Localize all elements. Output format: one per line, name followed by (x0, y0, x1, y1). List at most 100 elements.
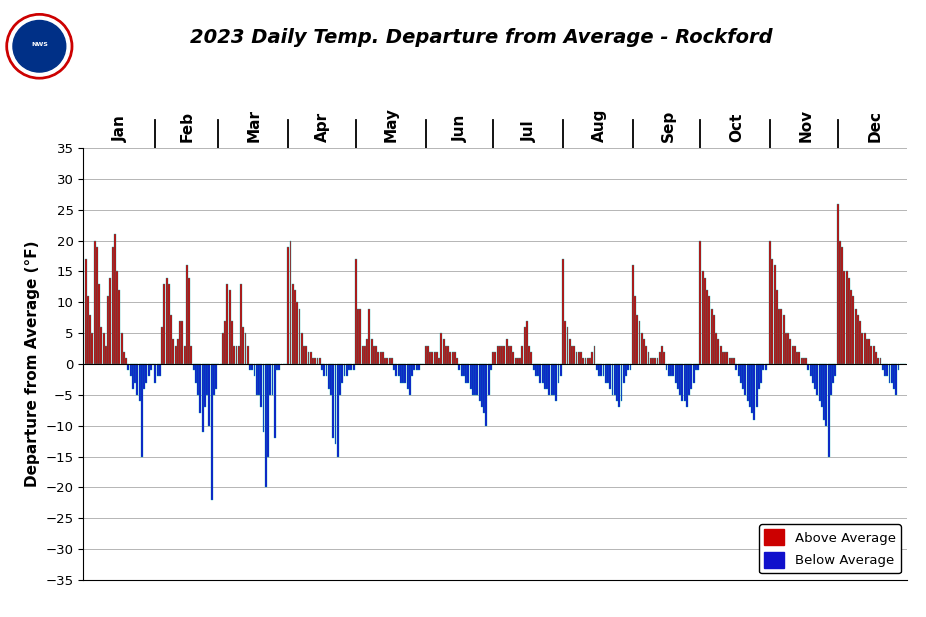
Bar (598, 364, 600, 376)
Bar (551, 364, 553, 395)
Bar (645, 346, 647, 364)
Bar (679, 364, 681, 395)
Bar (839, 241, 841, 364)
Bar (519, 358, 521, 364)
Bar (623, 364, 625, 383)
Bar (454, 352, 456, 364)
Bar (296, 302, 298, 364)
Bar (402, 364, 404, 383)
Bar (864, 333, 866, 364)
Text: Aug: Aug (592, 109, 607, 142)
Bar (848, 278, 850, 364)
Bar (208, 364, 210, 426)
Bar (897, 364, 899, 370)
Bar (307, 352, 309, 364)
Bar (474, 364, 476, 395)
Bar (355, 259, 357, 364)
Bar (193, 364, 194, 370)
Bar (103, 333, 105, 364)
Bar (655, 358, 657, 364)
Bar (866, 339, 868, 364)
Bar (837, 204, 839, 364)
Bar (691, 364, 693, 389)
Bar (344, 364, 345, 376)
Bar (636, 315, 638, 364)
Bar (235, 346, 237, 364)
Bar (792, 346, 794, 364)
Bar (215, 364, 218, 389)
Bar (861, 333, 863, 364)
Bar (463, 364, 465, 376)
Bar (112, 247, 114, 364)
Bar (708, 296, 710, 364)
Bar (880, 358, 882, 364)
Bar (891, 364, 893, 383)
Bar (321, 364, 323, 370)
Bar (485, 364, 487, 426)
Bar (677, 364, 679, 389)
Bar (188, 278, 190, 364)
Bar (317, 358, 319, 364)
Bar (244, 333, 246, 364)
Bar (757, 364, 760, 389)
Bar (785, 333, 787, 364)
Bar (821, 364, 823, 407)
Bar (479, 364, 481, 401)
Bar (438, 358, 440, 364)
Bar (342, 364, 344, 383)
Bar (449, 352, 451, 364)
Bar (199, 364, 201, 413)
Y-axis label: Departure from Average (°F): Departure from Average (°F) (25, 241, 40, 487)
Bar (592, 352, 594, 364)
Bar (483, 364, 485, 413)
Bar (227, 284, 229, 364)
Bar (271, 364, 273, 395)
Bar (508, 346, 510, 364)
Bar (290, 241, 292, 364)
Bar (337, 364, 339, 457)
Bar (619, 364, 620, 407)
Bar (553, 364, 555, 395)
Bar (180, 321, 181, 364)
Bar (298, 308, 300, 364)
Bar (389, 358, 391, 364)
Bar (532, 364, 534, 370)
Bar (400, 364, 402, 383)
Bar (339, 364, 341, 395)
Bar (265, 364, 267, 487)
Bar (796, 352, 798, 364)
Bar (269, 364, 271, 395)
Bar (334, 364, 336, 444)
Bar (893, 364, 895, 389)
Bar (535, 364, 537, 376)
Bar (348, 364, 350, 370)
Bar (213, 364, 215, 395)
Text: May: May (384, 107, 399, 142)
Text: Jan: Jan (113, 115, 128, 142)
Bar (616, 364, 618, 401)
Bar (172, 339, 174, 364)
Bar (369, 308, 370, 364)
Bar (746, 364, 748, 401)
Bar (222, 333, 224, 364)
Bar (819, 364, 820, 401)
Bar (384, 358, 386, 364)
Bar (731, 358, 732, 364)
Bar (524, 327, 526, 364)
Bar (512, 352, 514, 364)
Bar (441, 333, 443, 364)
Bar (380, 352, 382, 364)
Bar (845, 271, 847, 364)
Bar (490, 364, 492, 370)
Bar (164, 284, 166, 364)
Bar (460, 364, 463, 376)
Bar (544, 364, 546, 389)
Bar (647, 352, 649, 364)
Bar (556, 364, 557, 401)
Text: Sep: Sep (660, 110, 676, 142)
Bar (332, 364, 334, 438)
Bar (452, 352, 454, 364)
Bar (564, 321, 566, 364)
Bar (465, 364, 467, 383)
Bar (724, 352, 726, 364)
